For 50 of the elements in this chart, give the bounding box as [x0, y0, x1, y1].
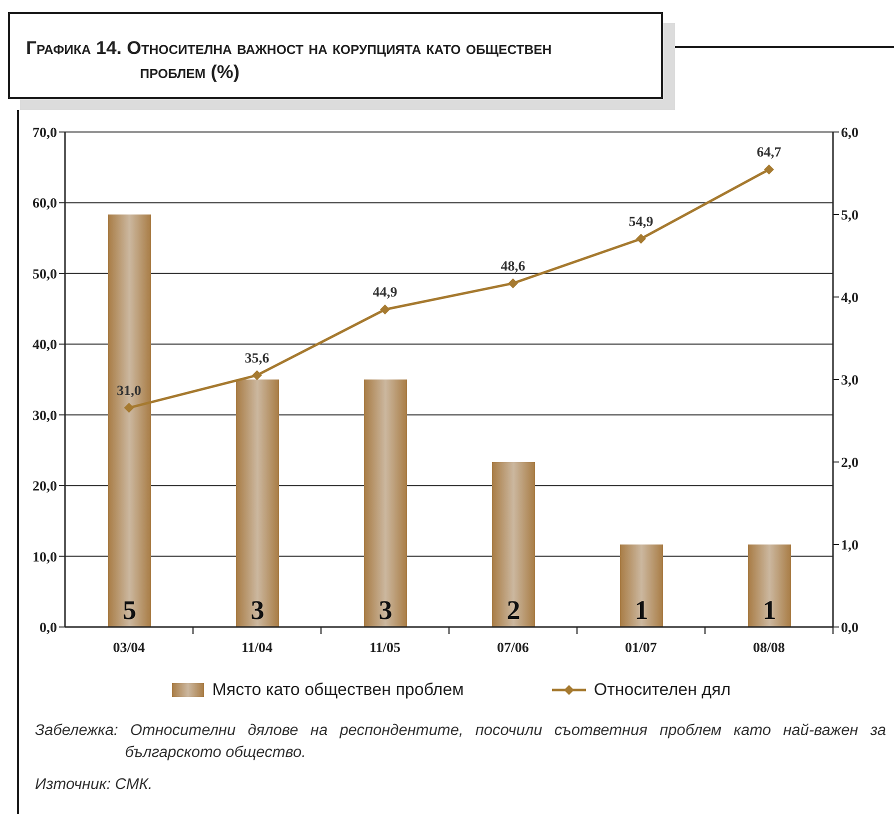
y-tick-label: 10,0 — [32, 550, 57, 566]
bar — [236, 380, 279, 627]
x-tick-label: 01/07 — [625, 641, 657, 656]
chart-title: Графика 14. Относителна важност на корупцията като обществен проблем (%) — [26, 36, 553, 84]
data-label: 1 — [634, 595, 648, 625]
y-tick-label: 30,0 — [32, 408, 57, 424]
y-tick-label: 50,0 — [32, 267, 57, 282]
point — [508, 278, 518, 288]
data-label: 3 — [378, 595, 392, 625]
bar — [492, 462, 535, 627]
y2-tick-label: 1,0 — [841, 538, 858, 554]
y-tick-label: 40,0 — [32, 338, 57, 354]
bar — [364, 380, 407, 627]
bar — [108, 214, 151, 627]
y2-tick-label: 4,0 — [841, 290, 858, 306]
data-label: 5 — [122, 595, 136, 625]
point — [636, 234, 646, 244]
x-tick-label: 11/05 — [369, 641, 401, 656]
x-tick-label: 11/04 — [241, 641, 273, 656]
data-label: 35,6 — [244, 351, 270, 366]
x-tick-label: 08/08 — [753, 641, 785, 656]
data-label: 48,6 — [500, 259, 526, 274]
y-tick-label: 70,0 — [32, 126, 57, 141]
legend-label: Място като обществен проблем — [212, 680, 464, 700]
y2-tick-label: 2,0 — [841, 456, 858, 471]
y2-tick-label: 0,0 — [841, 620, 858, 636]
x-tick-label: 03/04 — [113, 641, 145, 656]
bar — [620, 544, 663, 627]
text: Източник: СМК. — [35, 775, 154, 795]
point — [124, 402, 134, 413]
text: Забележка: Относителни дялове на респондентите, посочили съответния проблем като най-важен за българското общество. — [35, 721, 886, 763]
data-label: 54,9 — [628, 214, 654, 230]
point — [764, 164, 774, 174]
data-label: 64,7 — [756, 145, 782, 160]
y2-tick-label: 3,0 — [841, 373, 858, 388]
y2-tick-label: 6,0 — [841, 126, 858, 141]
bar — [748, 544, 791, 627]
point — [252, 370, 262, 380]
data-label: 1 — [762, 595, 776, 625]
x-tick-label: 07/06 — [497, 641, 529, 656]
data-label: 31,0 — [116, 384, 142, 399]
point — [380, 304, 390, 314]
data-label: 3 — [250, 595, 264, 625]
data-label: 44,9 — [372, 285, 398, 300]
legend-label: Относителен дял — [594, 680, 731, 700]
y-tick-label: 60,0 — [32, 196, 57, 212]
data-label: 2 — [506, 595, 520, 625]
y2-tick-label: 5,0 — [841, 208, 858, 224]
y-tick-label: 0,0 — [40, 620, 57, 636]
y-tick-label: 20,0 — [32, 480, 57, 495]
